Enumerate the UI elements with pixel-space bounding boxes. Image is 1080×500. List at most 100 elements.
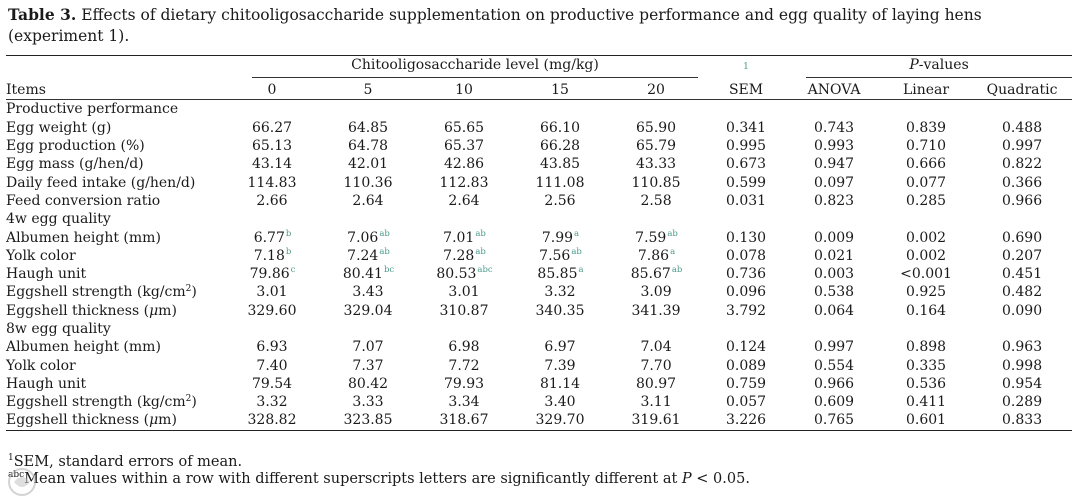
- value-wrap: 3.34: [448, 393, 479, 411]
- cell-value: 79.54: [251, 375, 293, 392]
- level-10-value: 80.53abc: [416, 265, 512, 283]
- cell-value: 112.83: [439, 174, 489, 191]
- level-5-value: 3.33: [320, 393, 416, 411]
- value-wrap: 66.10: [540, 119, 580, 137]
- empty-cell: [788, 100, 880, 119]
- row-label-text: Egg mass (g/hen/d): [6, 156, 144, 173]
- value-wrap: 341.39: [632, 302, 681, 320]
- anova-value: 0.765: [788, 411, 881, 431]
- level-0-value: 6.77b: [224, 228, 320, 246]
- row-label: Eggshell strength (kg/cm2): [6, 393, 224, 411]
- empty-cell: [704, 210, 788, 228]
- linear-value: 0.925: [906, 284, 947, 301]
- row-label-end: ): [191, 284, 197, 301]
- table-caption-text: Effects of dietary chitooligosaccharide …: [8, 6, 982, 45]
- row-label: Egg weight (g): [6, 119, 224, 137]
- sem-value: 0.031: [726, 192, 767, 209]
- quadratic-value: 0.366: [1002, 174, 1043, 191]
- quadratic-value: 0.451: [1002, 266, 1043, 283]
- level-10-value: 65.65: [416, 119, 512, 137]
- sem-value: 0.673: [726, 156, 767, 173]
- value-wrap: 7.70: [640, 357, 671, 375]
- level-0-value: 329.60: [224, 302, 320, 320]
- value-wrap: 3.32: [256, 393, 287, 411]
- sem-value: 0.341: [726, 119, 767, 136]
- anova-value: 0.097: [814, 174, 855, 191]
- value-wrap: 110.36: [344, 174, 393, 192]
- cell-value: 3.01: [448, 284, 480, 301]
- sem-value: 0.078: [726, 247, 767, 264]
- value-wrap: 319.61: [632, 411, 681, 429]
- level-20-value: 43.33: [608, 155, 704, 173]
- cell-value: 81.14: [539, 375, 581, 392]
- level-5-value: 80.42: [320, 375, 416, 393]
- cell-value: 43.14: [251, 156, 293, 173]
- row-label-text: Daily feed intake (g/hen/d): [6, 174, 196, 191]
- level-15-value: 3.32: [512, 283, 608, 301]
- empty-cell: [608, 320, 704, 338]
- table-row: Egg mass (g/hen/d) 43.14 42.01 42.86 43.85 43…: [6, 155, 1072, 173]
- value-wrap: 329.70: [536, 411, 585, 429]
- cell-value: 43.33: [635, 156, 677, 173]
- significance-superscript: ab: [671, 265, 683, 276]
- level-group-label: Chitooligosaccharide level (mg/kg): [351, 57, 599, 73]
- cell-value: 3.32: [256, 394, 288, 411]
- section-title: 8w egg quality: [6, 321, 111, 337]
- empty-cell: [224, 100, 320, 119]
- cell-value: 114.83: [247, 174, 297, 191]
- level-10-value: 79.93: [416, 375, 512, 393]
- empty-cell: [880, 210, 972, 228]
- value-wrap: 66.27: [252, 119, 292, 137]
- cell-value: 79.86: [249, 266, 290, 283]
- empty-cell: [788, 320, 880, 338]
- linear-value: 0.839: [906, 119, 947, 136]
- sem-value: 0.089: [726, 357, 767, 374]
- value-wrap: 43.14: [252, 155, 292, 173]
- value-wrap: 3.40: [544, 393, 575, 411]
- cell-value: 329.04: [343, 302, 393, 319]
- level-5-value: 3.43: [320, 283, 416, 301]
- level-5-value: 42.01: [320, 155, 416, 173]
- level-20-value: 85.67ab: [608, 265, 704, 283]
- value-wrap: 3.43: [352, 283, 383, 301]
- anova-value: 0.743: [814, 119, 855, 136]
- empty-cell: [972, 320, 1072, 338]
- level-5-value: 329.04: [320, 302, 416, 320]
- sem-value: 0.124: [726, 339, 767, 356]
- value-wrap: 340.35: [536, 302, 585, 320]
- value-wrap: 80.42: [348, 375, 388, 393]
- significance-superscript: ab: [475, 228, 486, 239]
- level-15-value: 111.08: [512, 173, 608, 191]
- significance-superscript: ab: [667, 228, 678, 239]
- cell-value: 6.98: [448, 339, 480, 356]
- value-wrap: 65.79: [636, 137, 676, 155]
- quadratic-value: 0.822: [1002, 156, 1043, 173]
- cell-value: 3.43: [352, 284, 384, 301]
- value-wrap: 65.13: [252, 137, 292, 155]
- row-label: Albumen height (mm): [6, 228, 224, 246]
- anova-value: 0.997: [814, 339, 855, 356]
- cell-value: 319.61: [631, 412, 681, 429]
- level-15-value: 66.28: [512, 137, 608, 155]
- cell-value: 7.01: [443, 229, 475, 246]
- value-wrap: 329.04: [344, 302, 393, 320]
- cell-value: 7.04: [640, 339, 672, 356]
- value-wrap: 6.93: [256, 338, 287, 356]
- level-15-value: 7.99a: [512, 228, 608, 246]
- significance-superscript: ab: [571, 247, 582, 258]
- table-row: Haugh unit 79.86c 80.41bc 80.53abc 85.85a 85.…: [6, 265, 1072, 283]
- level-20-value: 2.58: [608, 192, 704, 210]
- level-20-value: 3.09: [608, 283, 704, 301]
- quadratic-value: 0.488: [1002, 119, 1043, 136]
- cell-value: 329.60: [247, 302, 297, 319]
- table-row: Yolk color 7.18b 7.24ab 7.28ab 7.56ab 7.86a 0.…: [6, 247, 1072, 265]
- level-header-10: 10: [416, 81, 512, 101]
- level-header-15: 15: [512, 81, 608, 101]
- cell-value: 7.86: [637, 247, 670, 264]
- value-wrap: 2.56: [544, 192, 575, 210]
- row-label-text: Feed conversion ratio: [6, 192, 161, 209]
- table-row: Egg production (%) 65.13 64.78 65.37 66.28 65…: [6, 137, 1072, 155]
- row-label: Eggshell thickness (μm): [6, 411, 224, 431]
- value-wrap: 79.86c: [249, 265, 296, 283]
- row-label: Eggshell strength (kg/cm2): [6, 283, 224, 301]
